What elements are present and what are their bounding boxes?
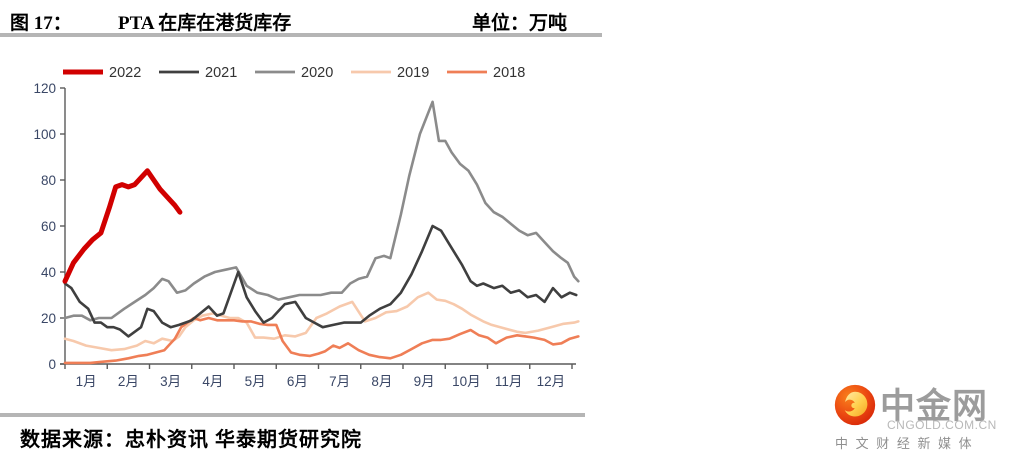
x-tick-label: 12月 — [537, 374, 566, 389]
series-line-2022 — [62, 168, 183, 284]
header-divider — [0, 33, 602, 37]
x-tick-label: 8月 — [371, 374, 392, 389]
figure-label: 图 17： — [10, 13, 72, 34]
logo-domain: CNGOLD.COM.CN — [887, 418, 997, 432]
y-tick-label: 80 — [41, 173, 56, 188]
x-tick-label: 2月 — [118, 374, 139, 389]
x-tick-label: 7月 — [329, 374, 350, 389]
data-source: 数据来源：忠朴资讯 华泰期货研究院 — [20, 429, 362, 451]
legend-label-2022: 2022 — [109, 65, 141, 81]
footer-divider — [0, 413, 585, 417]
y-tick-label: 120 — [33, 81, 56, 96]
x-tick-label: 5月 — [245, 374, 266, 389]
unit-label: 单位：万吨 — [472, 13, 568, 34]
logo-wordmark: 中金网 — [880, 387, 989, 426]
figure-header: 图 17： PTA 在库在港货库存 单位：万吨 — [0, 6, 600, 34]
legend-label-2021: 2021 — [205, 65, 237, 81]
series-line-2021 — [63, 224, 578, 338]
series-line-2020 — [63, 100, 580, 322]
y-tick-label: 100 — [33, 127, 56, 142]
inventory-chart: 2022 2021 2020 2019 2018 0 20 40 60 80 100 120 1月 2月 3… — [33, 65, 580, 389]
x-tick-label: 10月 — [452, 374, 481, 389]
figure-title: PTA 在库在港货库存 — [118, 13, 292, 34]
logo-cloud-icon — [834, 384, 876, 426]
legend-label-2019: 2019 — [397, 65, 429, 81]
series-line-2018 — [63, 316, 580, 365]
y-tick-label: 0 — [48, 357, 56, 372]
logo-tagline: 中 文 财 经 新 媒 体 — [835, 436, 974, 451]
y-tick-label: 60 — [41, 219, 56, 234]
x-tick-label: 3月 — [160, 374, 181, 389]
y-tick-label: 20 — [41, 311, 56, 326]
cngold-logo: 中金网 CNGOLD.COM.CN 中 文 财 经 新 媒 体 — [802, 380, 1002, 451]
x-tick-label: 1月 — [76, 374, 97, 389]
legend-label-2020: 2020 — [301, 65, 333, 81]
series-line-2019 — [63, 291, 580, 352]
legend-label-2018: 2018 — [493, 65, 525, 81]
x-tick-label: 11月 — [495, 374, 523, 389]
x-tick-label: 6月 — [287, 374, 308, 389]
x-tick-label: 9月 — [414, 374, 435, 389]
y-tick-label: 40 — [41, 265, 56, 280]
x-tick-label: 4月 — [202, 374, 223, 389]
